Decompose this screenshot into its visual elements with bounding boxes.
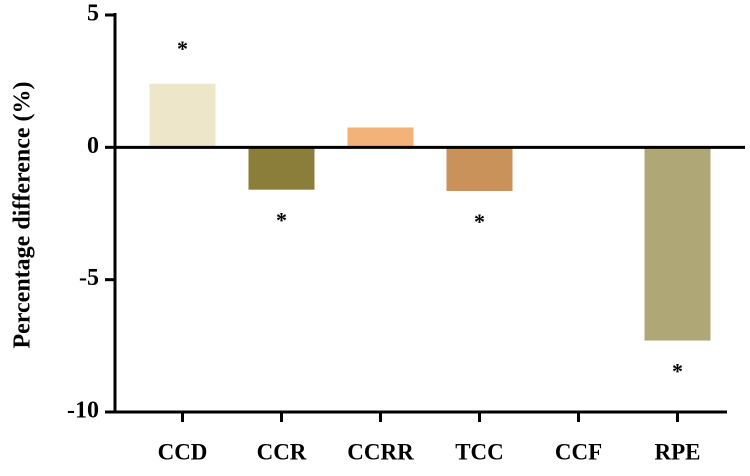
y-axis-label: Percentage difference (%): [10, 82, 36, 349]
y-tick-label: 5: [87, 1, 99, 27]
significance-marker: *: [177, 36, 188, 61]
bar: [644, 147, 711, 341]
y-tick-label: 0: [87, 133, 99, 159]
x-tick-label: TCC: [455, 439, 504, 464]
x-tick-label: CCR: [257, 439, 307, 464]
bar: [248, 147, 315, 190]
y-tick-label: -5: [79, 265, 99, 291]
x-tick-label: CCF: [555, 439, 602, 464]
x-tick-label: CCRR: [347, 439, 414, 464]
significance-marker: *: [672, 359, 683, 384]
significance-marker: *: [474, 209, 485, 234]
y-tick-label: -10: [67, 398, 99, 424]
significance-marker: *: [276, 208, 287, 233]
x-tick-label: RPE: [655, 439, 701, 464]
bar: [446, 147, 513, 192]
bar: [347, 127, 414, 148]
bar: [149, 83, 216, 148]
x-tick-label: CCD: [158, 439, 208, 464]
